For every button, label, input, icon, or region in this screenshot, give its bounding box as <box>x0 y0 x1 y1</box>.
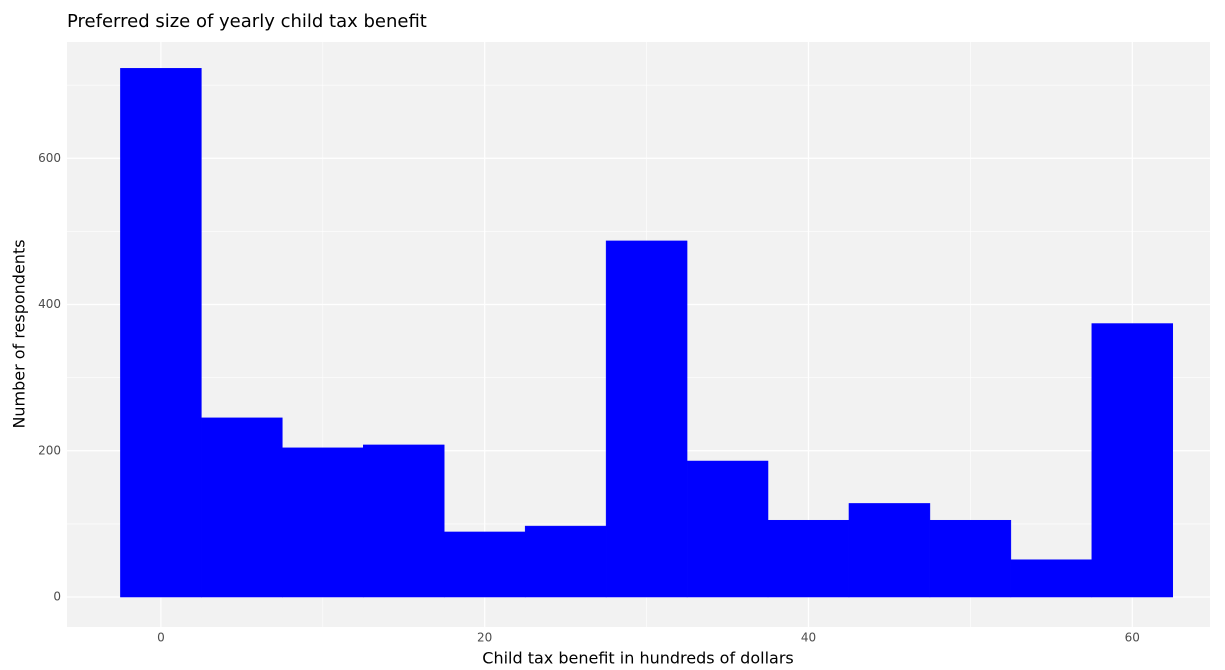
bar <box>282 447 364 598</box>
bar <box>443 531 526 598</box>
x-tick-label: 60 <box>1125 631 1140 645</box>
bar <box>120 68 202 598</box>
bar <box>767 519 850 598</box>
y-tick-label: 400 <box>38 297 61 311</box>
bar <box>524 525 607 598</box>
x-tick-label: 40 <box>801 631 816 645</box>
x-axis-title: Child tax benefit in hundreds of dollars <box>482 649 793 668</box>
bar <box>929 519 1012 598</box>
bar <box>201 417 283 598</box>
x-tick-label: 20 <box>477 631 492 645</box>
chart-title: Preferred size of yearly child tax benef… <box>67 11 427 32</box>
bar <box>1091 323 1174 598</box>
bar <box>686 460 769 598</box>
y-tick-label: 600 <box>38 151 61 165</box>
bar <box>605 240 688 598</box>
bar <box>1010 559 1093 598</box>
bar <box>848 503 931 598</box>
y-tick-label: 200 <box>38 443 61 457</box>
y-tick-label: 0 <box>53 590 61 604</box>
x-tick-label: 0 <box>157 631 165 645</box>
bar <box>363 444 445 598</box>
y-axis-title: Number of respondents <box>10 239 29 428</box>
